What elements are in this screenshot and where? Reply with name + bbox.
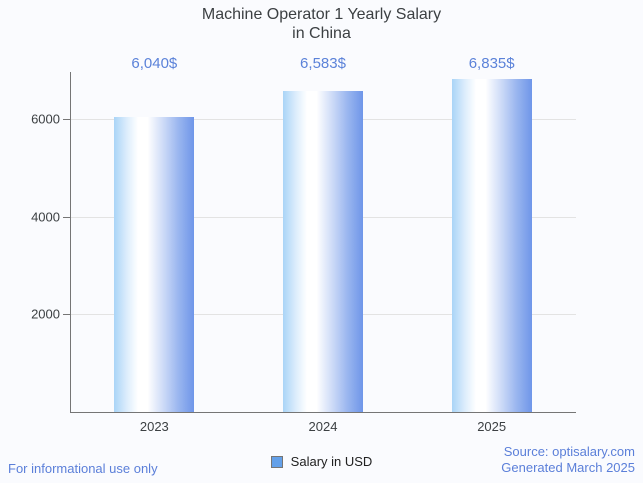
bar-2025[interactable] <box>451 78 532 412</box>
x-axis-label-2023: 2023 <box>139 419 169 434</box>
generated-text: Generated March 2025 <box>501 460 635 475</box>
y-tick-label-2000: 2000 <box>31 306 60 322</box>
y-tick-label-6000: 6000 <box>31 111 60 127</box>
value-label-2024: 6,583$ <box>300 55 346 72</box>
value-label-2025: 6,835$ <box>468 55 515 72</box>
y-tick-6000 <box>63 119 70 121</box>
disclaimer-text: For informational use only <box>8 461 158 476</box>
source-text: Source: optisalary.com <box>503 444 635 459</box>
bar-2024[interactable] <box>283 90 363 412</box>
chart-title-line1: Machine Operator 1 Yearly Salary <box>201 6 442 23</box>
y-tick-label-4000: 4000 <box>31 209 60 225</box>
bar-2023[interactable] <box>114 117 195 412</box>
legend-label: Salary in USD <box>290 454 373 469</box>
value-label-2023: 6,040$ <box>131 55 178 72</box>
y-tick-4000 <box>63 216 70 218</box>
source-info: Source: optisalary.com Generated March 2… <box>501 444 635 476</box>
legend-swatch-icon <box>270 455 283 468</box>
x-axis-label-2024: 2024 <box>308 419 338 434</box>
chart-title: Machine Operator 1 Yearly Salary in Chin… <box>0 5 643 43</box>
x-axis-label-2025: 2025 <box>477 419 507 434</box>
y-tick-2000 <box>63 314 70 316</box>
legend: Salary in USD <box>0 454 643 469</box>
y-axis-line <box>70 72 71 413</box>
x-axis-line <box>70 412 576 413</box>
chart-title-line2: in China <box>292 25 351 42</box>
